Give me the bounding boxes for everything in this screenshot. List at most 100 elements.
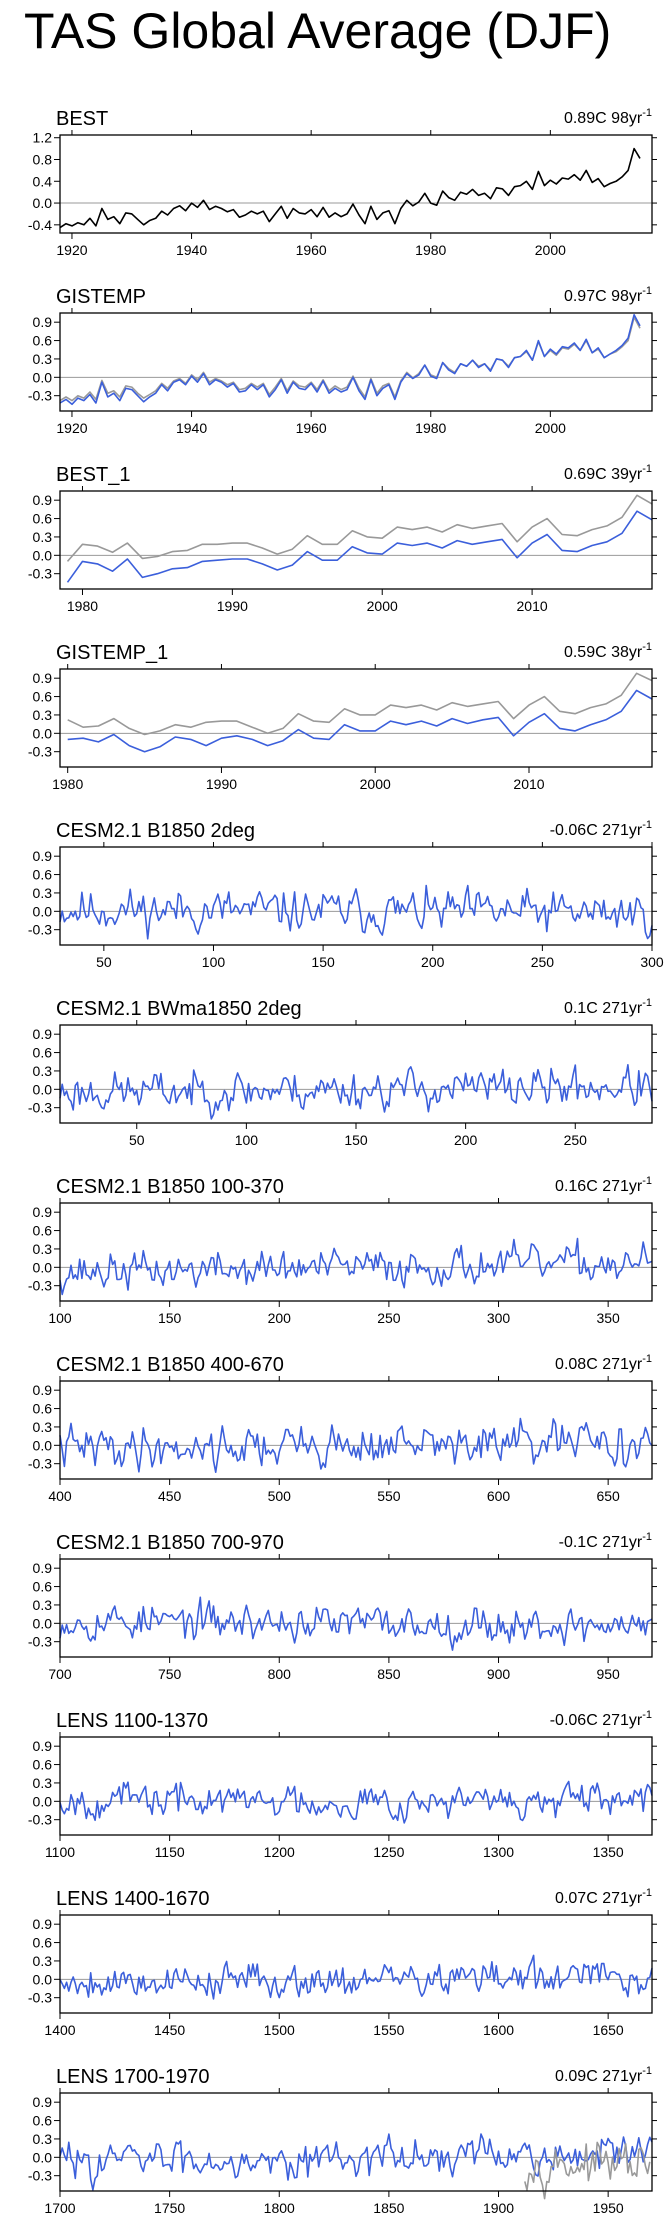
y-tick-label: 0.0 [33,1615,53,1631]
x-tick-label: 1350 [593,1844,624,1860]
series-line-1 [59,2133,653,2191]
panel-title: LENS 1400-1670 [56,1888,209,1910]
panel-title: GISTEMP_1 [56,642,168,664]
x-tick-label: 1850 [373,2200,404,2216]
panel-title: CESM2.1 B1850 700-970 [56,1532,284,1554]
panel-title: LENS 1100-1370 [56,1710,208,1732]
x-tick-label: 450 [158,1488,182,1504]
x-tick-label: 1950 [593,2200,624,2216]
x-tick-label: 1960 [296,420,327,436]
x-tick-label: 150 [344,1132,368,1148]
x-tick-label: 750 [158,1666,182,1682]
y-tick-label: 0.9 [33,492,53,508]
y-tick-label: 0.3 [33,1775,53,1791]
trend-label: 0.08C 271yr-1 [555,1353,652,1373]
x-tick-label: 150 [311,954,335,970]
y-tick-label: 0.0 [33,903,53,919]
x-tick-label: 550 [377,1488,401,1504]
y-tick-label: 0.6 [33,1579,53,1595]
y-tick-label: 0.0 [33,2149,53,2165]
x-tick-label: 1400 [44,2022,75,2038]
panel-9: CESM2.1 B1850 700-970 -0.1C 271yr-1 700 750… [28,1531,657,1682]
panel-title: LENS 1700-1970 [56,2066,209,2088]
y-tick-label: 0.3 [33,707,53,723]
trend-unit-superscript: -1 [642,1531,652,1543]
y-tick-label: -0.3 [28,744,52,760]
series-line-1 [59,1064,653,1120]
x-tick-label: 100 [202,954,226,970]
trend-label: 0.16C 271yr-1 [555,1175,652,1195]
y-tick-label: -0.3 [28,1634,52,1650]
panel-8: CESM2.1 B1850 400-670 0.08C 271yr-1 400 450… [28,1353,657,1504]
x-tick-label: 1200 [264,1844,295,1860]
y-tick-label: 0.6 [33,867,53,883]
x-tick-label: 1960 [296,242,327,258]
x-tick-label: 1800 [264,2200,295,2216]
series-line-1 [59,1596,653,1651]
x-tick-label: 1980 [415,242,446,258]
plot-frame [59,1914,653,2014]
y-tick-label: 0.6 [33,511,53,527]
x-tick-label: 300 [487,1310,511,1326]
x-tick-label: 1940 [176,420,207,436]
x-tick-label: 1600 [483,2022,514,2038]
trend-unit-superscript: -1 [642,285,652,297]
panel-10: LENS 1100-1370 -0.06C 271yr-1 1100 1150 1200… [28,1709,657,1860]
x-tick-label: 200 [454,1132,478,1148]
y-tick-label: 0.6 [33,1045,53,1061]
y-tick-label: 0.0 [33,1259,53,1275]
trend-unit-superscript: -1 [642,1175,652,1187]
x-tick-label: 1300 [483,1844,514,1860]
x-tick-label: 1150 [155,1844,185,1860]
x-tick-label: 100 [235,1132,259,1148]
plot-frame [59,1024,653,1124]
x-tick-label: 1940 [176,242,207,258]
y-tick-label: 0.0 [33,369,53,385]
plot-frame [59,1380,653,1480]
trend-label: 0.09C 271yr-1 [555,2065,652,2085]
x-tick-label: 1250 [373,1844,404,1860]
series-line-1 [59,147,641,229]
x-tick-label: 900 [487,1666,511,1682]
series-line-2 [59,313,641,406]
x-tick-label: 1980 [415,420,446,436]
y-tick-label: 0.6 [33,689,53,705]
y-tick-label: 0.0 [33,1081,53,1097]
x-tick-label: 1700 [44,2200,75,2216]
y-tick-label: 0.9 [33,314,53,330]
x-tick-label: 950 [596,1666,620,1682]
x-tick-label: 800 [268,1666,292,1682]
plot-frame [59,846,653,946]
y-tick-label: 0.0 [33,1793,53,1809]
trend-unit-superscript: -1 [642,1353,652,1365]
trend-label: -0.06C 271yr-1 [550,819,652,839]
panel-title: BEST_1 [56,464,130,486]
x-tick-label: 400 [48,1488,72,1504]
panel-title: CESM2.1 B1850 400-670 [56,1354,284,1376]
y-tick-label: 0.3 [33,1597,53,1613]
y-tick-label: -0.3 [28,566,52,582]
y-tick-label: 0.3 [33,529,53,545]
y-tick-label: 0.3 [33,1241,53,1257]
y-tick-label: 0.3 [33,1419,53,1435]
y-tick-label: 0.6 [33,333,53,349]
x-tick-label: 50 [129,1132,145,1148]
x-tick-label: 2000 [360,776,391,792]
panel-title: CESM2.1 B1850 2deg [56,820,255,842]
panel-3: BEST_1 0.69C 39yr-1 1980 1990 2000 2010 -0.3 0.… [28,463,657,614]
x-tick-label: 1980 [67,598,98,614]
series-line-1 [59,1417,653,1473]
x-tick-label: 850 [377,1666,401,1682]
trend-label: 0.69C 39yr-1 [564,463,652,483]
figure-title: TAS Global Average (DJF) [24,3,611,59]
y-tick-label: 0.3 [33,1063,53,1079]
panel-4: GISTEMP_1 0.59C 38yr-1 1980 1990 2000 2010 -0.… [28,641,657,792]
y-tick-label: 0.6 [33,1401,53,1417]
series-line-1 [59,316,641,402]
panel-title: BEST [56,108,108,130]
y-tick-label: -0.3 [28,1456,52,1472]
x-tick-label: 150 [158,1310,182,1326]
panel-5: CESM2.1 B1850 2deg -0.06C 271yr-1 50 100 150… [28,819,664,970]
x-tick-label: 1750 [154,2200,185,2216]
series-line-1 [59,884,653,940]
